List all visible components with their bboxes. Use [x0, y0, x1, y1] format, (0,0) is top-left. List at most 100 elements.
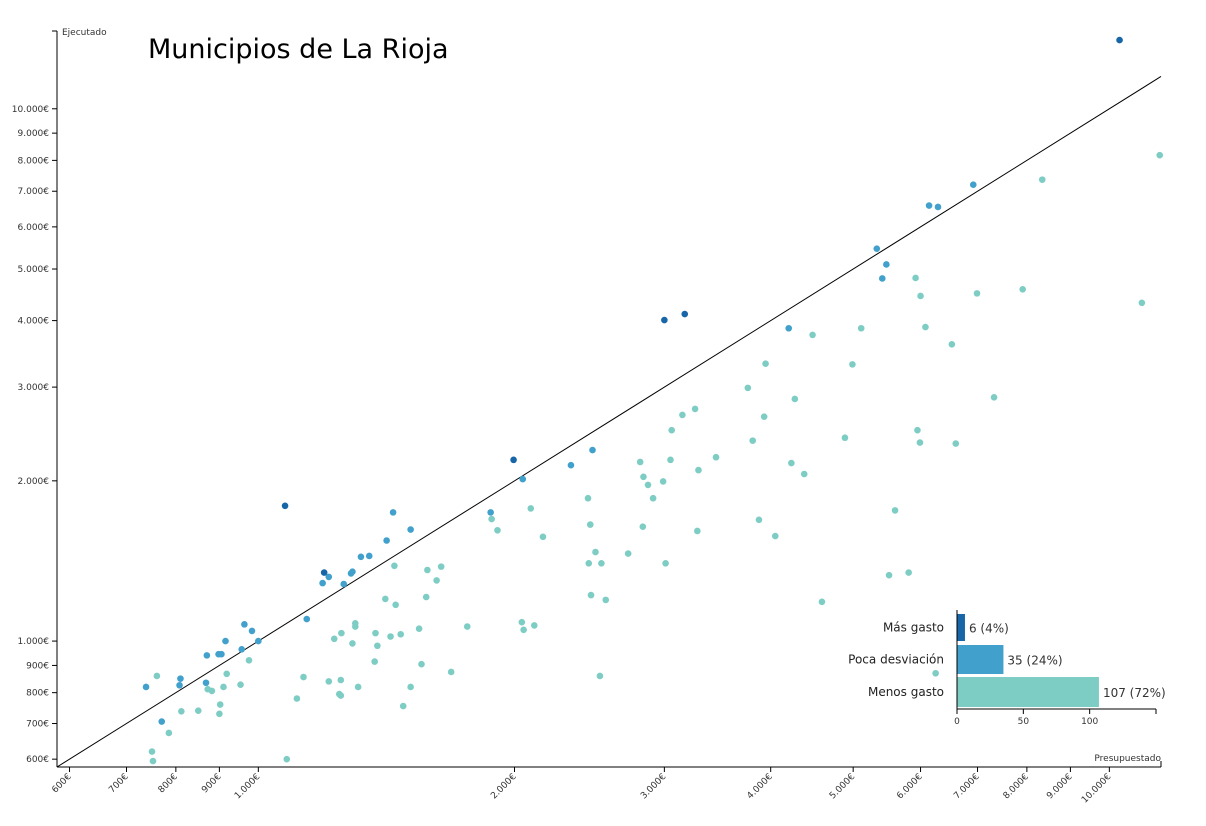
data-point — [320, 569, 328, 576]
data-point — [300, 673, 307, 681]
data-point — [771, 532, 779, 540]
data-point — [222, 637, 229, 645]
data-point — [891, 507, 899, 514]
data-point — [487, 509, 494, 516]
data-point — [149, 757, 157, 765]
data-point — [238, 646, 245, 653]
data-point — [1156, 151, 1164, 159]
data-point — [418, 660, 425, 668]
data-point — [148, 748, 156, 755]
data-point — [325, 678, 333, 685]
data-point — [681, 310, 689, 318]
data-point — [241, 621, 248, 628]
x-axis-title: Presupuestado — [1094, 754, 1161, 764]
data-point — [878, 275, 886, 282]
x-tick-label: 4.000€ — [745, 772, 775, 802]
data-point — [283, 755, 291, 763]
data-point — [530, 622, 538, 629]
legend-value: 6 (4%) — [969, 622, 1009, 636]
legend-tick-label: 100 — [1081, 717, 1098, 727]
y-tick-label: 6.000€ — [18, 223, 50, 233]
data-point — [873, 245, 881, 252]
x-tick-label: 600€ — [50, 772, 73, 795]
y-tick-label: 4.000€ — [18, 317, 50, 327]
data-point — [220, 683, 227, 691]
data-point — [661, 316, 668, 324]
data-point — [371, 658, 378, 665]
data-point — [1116, 36, 1123, 44]
y-tick-label: 5.000€ — [18, 265, 50, 275]
data-point — [644, 481, 652, 489]
data-point — [354, 683, 362, 691]
y-tick-label: 700€ — [26, 720, 49, 730]
data-point — [372, 629, 379, 637]
data-point — [463, 623, 471, 630]
data-point — [785, 324, 793, 332]
data-point — [399, 702, 407, 710]
data-point — [338, 629, 345, 637]
data-point — [760, 413, 768, 420]
data-point — [912, 274, 919, 282]
data-point — [383, 537, 390, 544]
y-tick-label: 10.000€ — [12, 105, 49, 115]
data-point — [932, 669, 939, 677]
data-point — [659, 478, 667, 485]
data-point — [237, 681, 244, 689]
data-point — [969, 181, 977, 189]
data-point — [248, 627, 256, 635]
data-point — [392, 601, 399, 609]
data-point — [216, 710, 223, 718]
data-point — [415, 625, 423, 632]
data-point — [649, 494, 657, 502]
data-point — [952, 440, 960, 447]
data-point — [1019, 286, 1026, 293]
data-point — [158, 718, 166, 725]
data-point — [518, 618, 526, 626]
data-point — [374, 642, 381, 650]
data-point — [194, 707, 202, 714]
data-point — [365, 552, 373, 560]
data-point — [216, 701, 224, 708]
legend-label: Más gasto — [883, 621, 944, 635]
data-point — [351, 619, 359, 627]
data-point — [422, 593, 430, 601]
legend-label: Menos gasto — [868, 685, 944, 699]
data-point — [255, 637, 262, 645]
data-point — [391, 562, 398, 570]
data-point — [142, 683, 150, 691]
data-point — [755, 516, 763, 524]
data-point — [592, 548, 599, 556]
legend-bar — [957, 645, 1004, 674]
data-point — [916, 439, 924, 446]
y-tick-label: 1.000€ — [18, 637, 50, 647]
data-point — [510, 456, 517, 464]
data-point — [319, 579, 326, 587]
data-points — [142, 36, 1164, 765]
data-point — [218, 650, 225, 658]
data-point — [749, 437, 757, 444]
y-tick-label: 8.000€ — [18, 156, 50, 166]
data-point — [636, 458, 644, 466]
data-point — [397, 630, 405, 638]
y-ticks: 600€ 700€ 800€ 900€ 1.000€ 2.000€ 3.000€ 4.000€… — [12, 105, 57, 765]
data-point — [208, 687, 216, 695]
data-point — [202, 679, 210, 687]
data-point — [281, 502, 289, 510]
y-tick-label: 600€ — [26, 755, 49, 765]
data-point — [437, 563, 445, 570]
data-point — [520, 626, 527, 634]
data-point — [925, 202, 933, 209]
data-point — [407, 526, 414, 533]
data-point — [1038, 176, 1046, 183]
x-tick-label: 10.000€ — [1080, 772, 1114, 806]
legend-tick-label: 50 — [1018, 717, 1030, 727]
data-point — [905, 569, 912, 576]
data-point — [178, 708, 185, 715]
data-point — [382, 595, 389, 603]
data-point — [1138, 299, 1146, 307]
x-tick-label: 9.000€ — [1045, 772, 1075, 802]
data-point — [990, 394, 998, 401]
data-point — [153, 672, 161, 680]
data-point — [424, 566, 431, 574]
